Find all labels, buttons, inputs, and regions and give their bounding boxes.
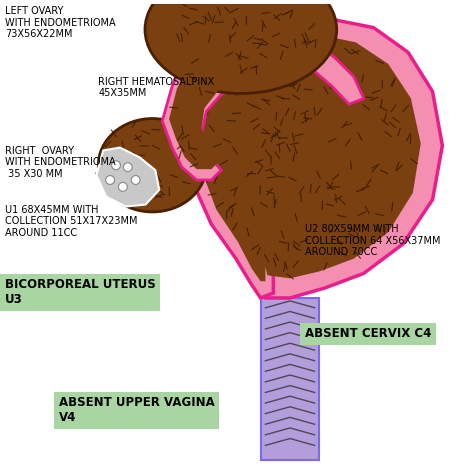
Polygon shape <box>199 55 319 281</box>
Ellipse shape <box>145 0 337 93</box>
Ellipse shape <box>131 175 140 184</box>
Ellipse shape <box>98 118 207 212</box>
Text: U2 80X59MM WITH
COLLECTION 64 X56X37MM
AROUND 70CC: U2 80X59MM WITH COLLECTION 64 X56X37MM A… <box>305 224 440 257</box>
Ellipse shape <box>106 175 115 184</box>
Text: RIGHT  OVARY
WITH ENDOMETRIOMA
 35 X30 MM: RIGHT OVARY WITH ENDOMETRIOMA 35 X30 MM <box>5 146 116 179</box>
Text: LEFT OVARY
WITH ENDOMETRIOMA
73X56X22MM: LEFT OVARY WITH ENDOMETRIOMA 73X56X22MM <box>5 6 116 39</box>
Text: BICORPOREAL UTERUS
U3: BICORPOREAL UTERUS U3 <box>5 278 155 306</box>
Text: U1 68X45MM WITH
COLLECTION 51X17X23MM
AROUND 11CC: U1 68X45MM WITH COLLECTION 51X17X23MM AR… <box>5 205 137 238</box>
Text: ABSENT CERVIX C4: ABSENT CERVIX C4 <box>305 328 431 340</box>
Polygon shape <box>261 298 319 460</box>
Text: RIGHT HEMATOSALPINX
45X35MM: RIGHT HEMATOSALPINX 45X35MM <box>98 77 215 99</box>
Ellipse shape <box>123 163 132 172</box>
Ellipse shape <box>118 182 128 191</box>
Text: ABSENT UPPER VAGINA
V4: ABSENT UPPER VAGINA V4 <box>59 396 215 424</box>
Polygon shape <box>251 20 442 298</box>
Polygon shape <box>267 29 364 104</box>
Polygon shape <box>162 33 275 180</box>
Polygon shape <box>169 41 267 169</box>
Polygon shape <box>257 36 421 278</box>
Polygon shape <box>187 46 329 298</box>
Ellipse shape <box>111 161 120 170</box>
Polygon shape <box>96 147 159 207</box>
